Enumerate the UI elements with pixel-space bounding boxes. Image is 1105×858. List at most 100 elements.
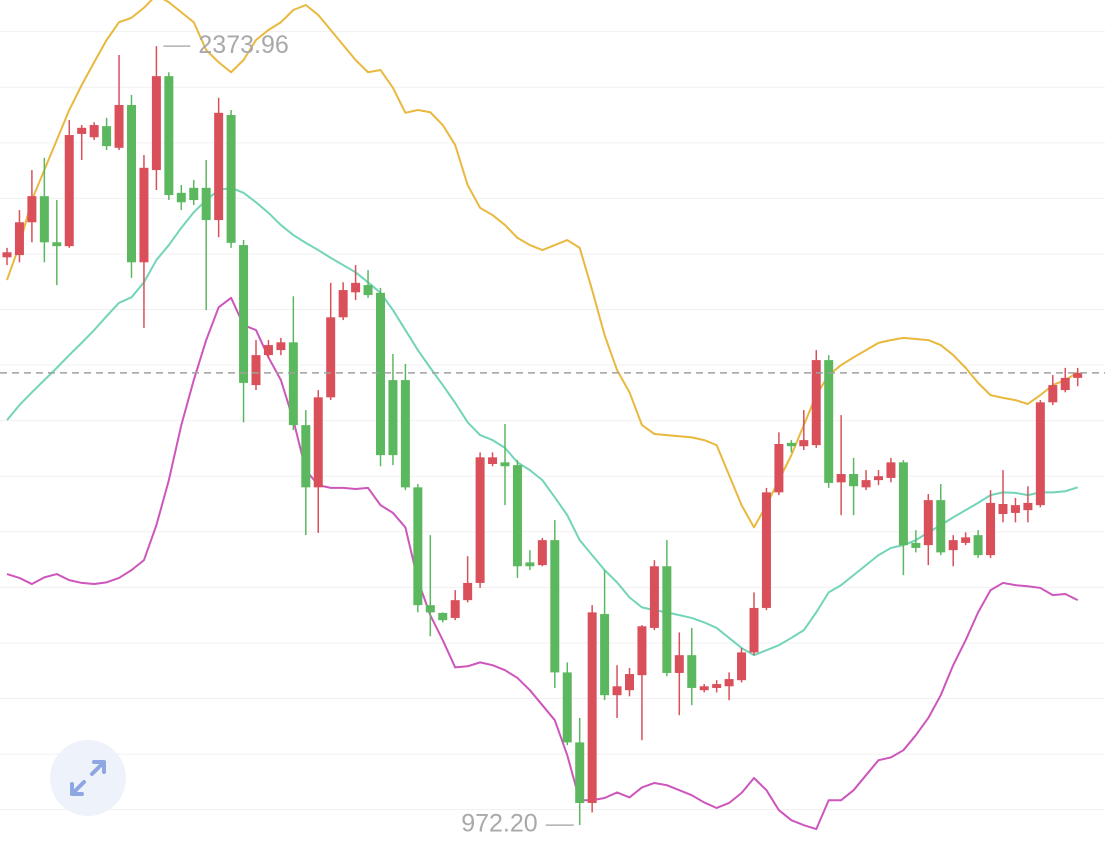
candle-body bbox=[761, 492, 771, 608]
candle-body bbox=[77, 127, 87, 134]
max-label: 2373.96 bbox=[198, 31, 288, 59]
candle-body bbox=[986, 502, 996, 556]
candle-body bbox=[475, 457, 485, 583]
candle-body bbox=[351, 282, 361, 293]
candle-body bbox=[1023, 502, 1033, 511]
candle-body bbox=[824, 360, 834, 483]
candle-body bbox=[226, 115, 236, 243]
candle-body bbox=[973, 535, 983, 556]
candle-body bbox=[413, 487, 423, 606]
candle-body bbox=[637, 626, 647, 676]
candle-body bbox=[139, 167, 149, 263]
band-line bbox=[6, 186, 1078, 657]
candle-body bbox=[27, 196, 37, 223]
candle-body bbox=[64, 135, 74, 247]
candle-body bbox=[400, 380, 410, 488]
candle-body bbox=[338, 290, 348, 318]
candle-body bbox=[388, 380, 398, 456]
candle-body bbox=[898, 462, 908, 546]
candle-body bbox=[587, 612, 597, 803]
candle-body bbox=[737, 652, 747, 681]
candle-body bbox=[712, 684, 722, 688]
candle-body bbox=[911, 542, 921, 548]
candle-body bbox=[1048, 385, 1058, 403]
candle-body bbox=[849, 474, 859, 487]
expand-button[interactable] bbox=[50, 740, 126, 816]
candle-body bbox=[861, 480, 871, 488]
candle-body bbox=[786, 442, 796, 447]
candle-body bbox=[674, 655, 684, 673]
candle-body bbox=[799, 440, 809, 447]
candle-body bbox=[923, 500, 933, 546]
candle-body bbox=[649, 566, 659, 628]
candle-body bbox=[189, 187, 199, 201]
candle-body bbox=[537, 540, 547, 566]
candle-body bbox=[151, 76, 161, 171]
candle-body bbox=[525, 562, 535, 567]
candle-body bbox=[201, 187, 211, 221]
band-line bbox=[6, 0, 1079, 529]
candle-body bbox=[251, 355, 261, 386]
candle-body bbox=[749, 607, 759, 653]
candle-body bbox=[948, 540, 958, 551]
candle-body bbox=[625, 674, 634, 691]
candle-body bbox=[102, 126, 112, 147]
candle-body bbox=[376, 292, 385, 456]
candle-body bbox=[1073, 372, 1083, 378]
candle-body bbox=[724, 679, 734, 687]
candle-body bbox=[550, 540, 560, 673]
candle-body bbox=[1010, 505, 1020, 513]
candle-body bbox=[363, 285, 373, 296]
candle-body bbox=[662, 566, 672, 673]
candle-body bbox=[612, 686, 622, 696]
candle-body bbox=[176, 192, 186, 203]
candle-body bbox=[301, 425, 311, 488]
candle-body bbox=[52, 242, 62, 247]
min-label: 972.20 bbox=[461, 810, 537, 838]
candle-body bbox=[463, 582, 473, 601]
candle-body bbox=[239, 245, 249, 383]
candle-body bbox=[14, 222, 24, 256]
candle-body bbox=[998, 504, 1008, 515]
candle-body bbox=[512, 465, 522, 567]
candle-body bbox=[164, 76, 174, 196]
candle-body bbox=[89, 125, 99, 138]
bands bbox=[6, 0, 1079, 831]
candle-body bbox=[874, 476, 883, 481]
candle-body bbox=[961, 537, 971, 543]
candle-body bbox=[886, 462, 896, 478]
candle-body bbox=[488, 457, 498, 465]
candle-body bbox=[2, 252, 12, 258]
candle-body bbox=[288, 342, 298, 426]
candles bbox=[0, 46, 1105, 826]
candle-body bbox=[450, 600, 460, 618]
candle-body bbox=[127, 105, 136, 263]
candle-body bbox=[313, 397, 323, 488]
candle-body bbox=[811, 360, 821, 446]
candle-body bbox=[425, 605, 435, 613]
candle-body bbox=[936, 500, 946, 553]
candle-body bbox=[600, 614, 610, 696]
candle-body bbox=[687, 655, 697, 688]
expand-button-bg[interactable] bbox=[50, 740, 126, 816]
candle-body bbox=[562, 672, 572, 743]
band-line bbox=[6, 296, 1079, 831]
candle-body bbox=[836, 474, 846, 483]
candle-body bbox=[276, 342, 286, 351]
candle-body bbox=[39, 196, 49, 243]
candle-body bbox=[438, 612, 448, 621]
candle-body bbox=[575, 742, 585, 803]
candle-body bbox=[1060, 377, 1070, 391]
candle-body bbox=[214, 112, 224, 221]
candle-body bbox=[774, 444, 784, 493]
candle-body bbox=[114, 105, 124, 148]
candle-body bbox=[263, 345, 273, 356]
candle-body bbox=[500, 462, 510, 467]
candle-body bbox=[699, 686, 709, 691]
candle-body bbox=[326, 317, 336, 398]
candle-body bbox=[1035, 402, 1045, 506]
expand-icon bbox=[70, 760, 106, 796]
annotations: 2373.96 972.20 bbox=[163, 31, 574, 838]
